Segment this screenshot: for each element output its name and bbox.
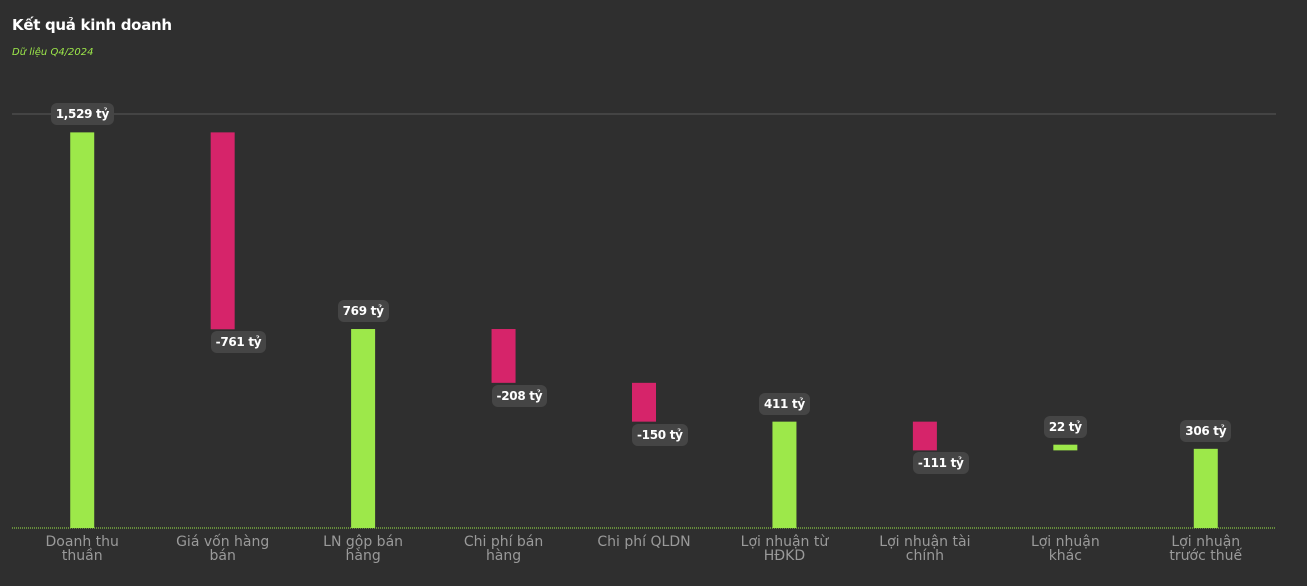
value-label: -150 tỷ — [632, 423, 688, 446]
value-label: 306 tỷ — [1180, 419, 1232, 442]
value-label: -208 tỷ — [491, 384, 548, 407]
chart-title: Kết quả kinh doanh — [12, 16, 172, 34]
bar — [1053, 444, 1078, 451]
value-label: 769 tỷ — [337, 300, 389, 323]
x-tick-label: Chi phí bán hàng — [463, 534, 544, 564]
x-tick-label: Doanh thu thuần — [45, 534, 119, 564]
x-tick-label: Lợi nhuận khác — [1030, 534, 1100, 564]
bar — [1193, 448, 1218, 528]
value-label: -111 tỷ — [912, 452, 969, 475]
x-tick-label: Lợi nhuận tài chính — [879, 534, 971, 564]
x-tick-label: Lợi nhuận trước thuế — [1169, 534, 1243, 564]
x-tick-label: Giá vốn hàng bán — [176, 534, 270, 564]
value-label: 22 tỷ — [1043, 415, 1087, 438]
bar — [210, 132, 235, 330]
bar — [70, 132, 95, 528]
x-tick-label: Lợi nhuận từ HĐKD — [740, 534, 829, 564]
value-label: 411 tỷ — [758, 392, 810, 415]
x-tick-label: Chi phí QLDN — [597, 534, 691, 550]
chart-subtitle: Dữ liệu Q4/2024 — [12, 47, 94, 58]
bar — [912, 421, 937, 451]
bar — [632, 382, 656, 422]
bar — [772, 421, 797, 528]
x-tick-label: LN gộp bán hàng — [323, 534, 404, 564]
bar — [491, 329, 516, 383]
value-label: 1,529 tỷ — [50, 103, 115, 126]
bar — [351, 329, 376, 528]
value-label: -761 tỷ — [210, 331, 267, 354]
